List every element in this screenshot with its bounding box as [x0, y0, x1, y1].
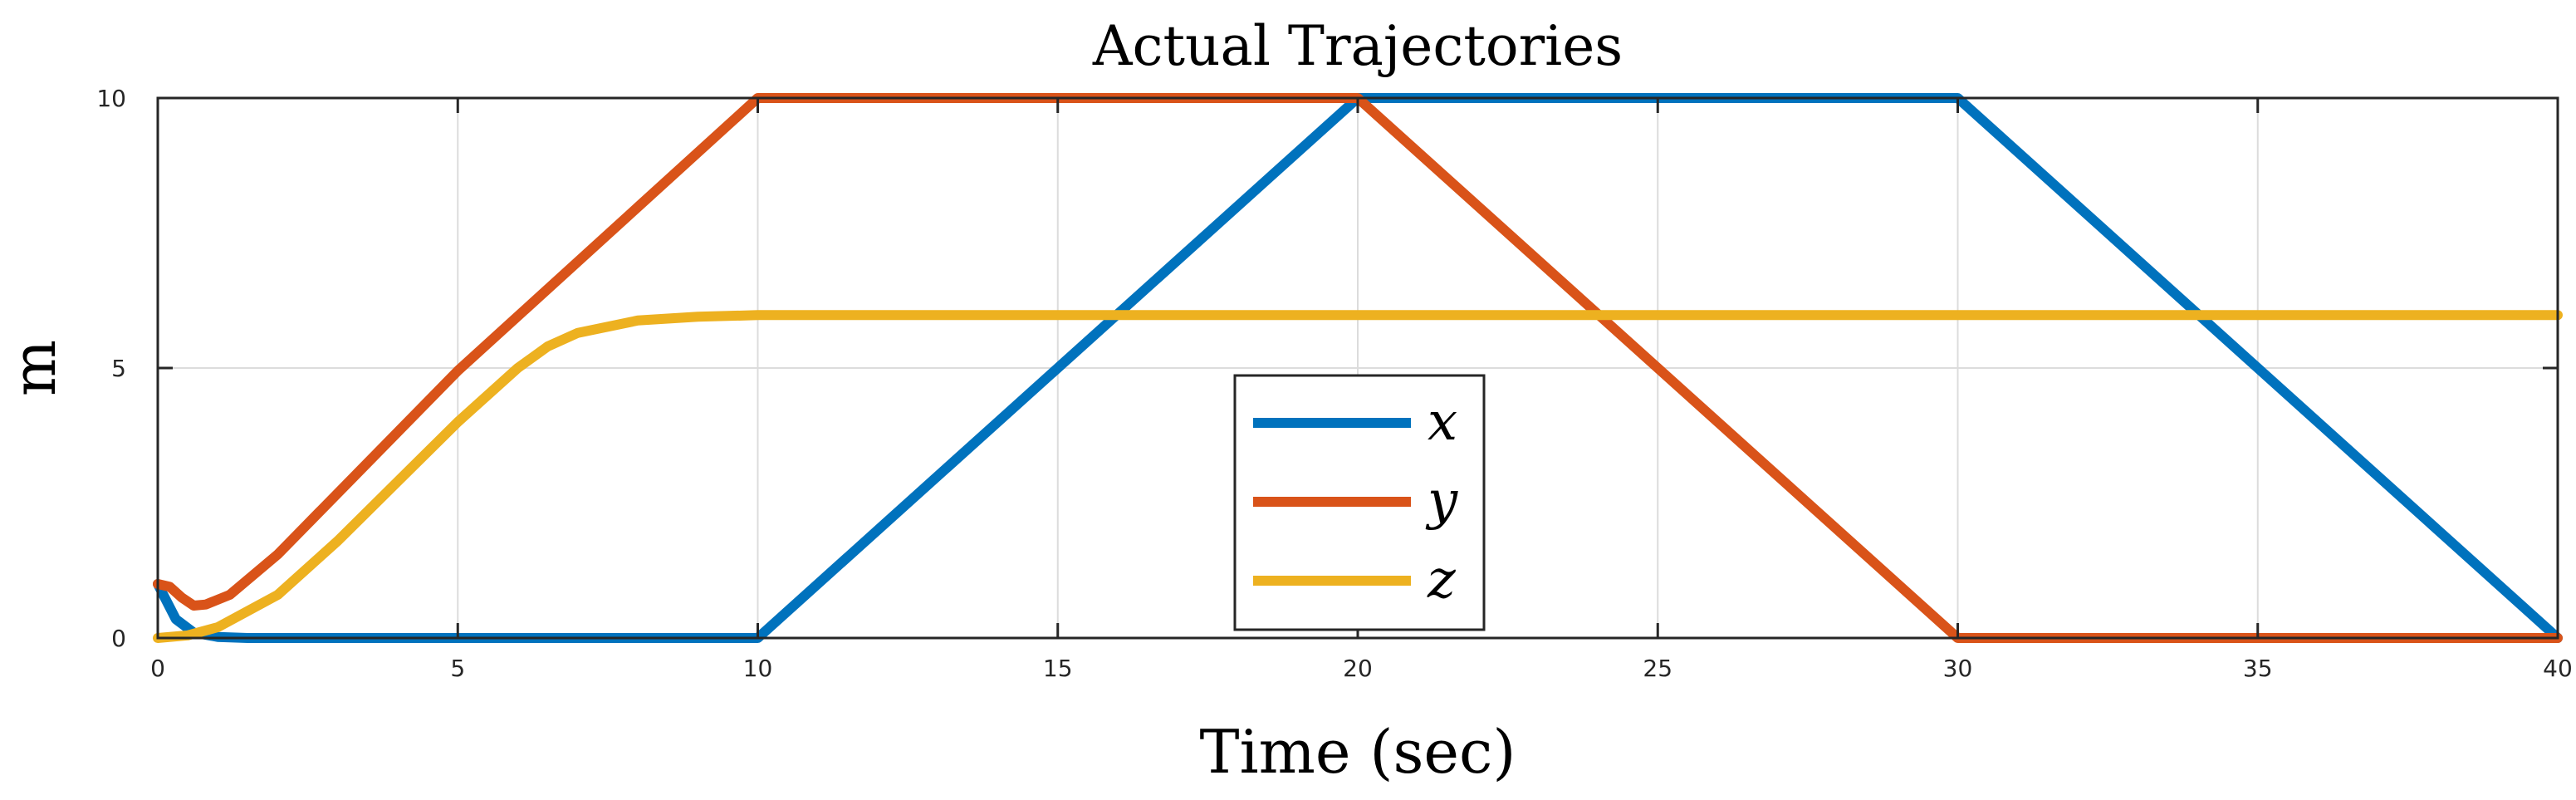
series-line-y — [153, 93, 2563, 643]
x-tick-label: 15 — [1043, 655, 1073, 682]
tick-labels: 0 5 10 15 20 25 30 35 40 0 5 10 — [96, 85, 2572, 682]
tick-marks — [156, 96, 2559, 640]
x-tick-label: 20 — [1343, 655, 1373, 682]
y-axis-label: m — [0, 340, 69, 396]
y-tick-label: 5 — [111, 355, 126, 382]
chart-title: Actual Trajectories — [1092, 14, 1623, 78]
y-tick-label: 0 — [111, 625, 126, 652]
x-tick-label: 10 — [743, 655, 773, 682]
series-line-z — [153, 310, 2563, 643]
x-tick-label: 0 — [150, 655, 165, 682]
x-tick-label: 35 — [2243, 655, 2273, 682]
x-tick-label: 5 — [450, 655, 465, 682]
x-axis-label: Time (sec) — [1200, 717, 1516, 787]
x-tick-label: 40 — [2543, 655, 2573, 682]
legend-label-x: x — [1428, 391, 1457, 453]
legend: xyz — [1233, 374, 1486, 631]
x-tick-label: 25 — [1643, 655, 1672, 682]
x-tick-label: 30 — [1943, 655, 1973, 682]
legend-label-y: y — [1425, 470, 1458, 532]
y-tick-label: 10 — [96, 85, 126, 112]
legend-label-z: z — [1427, 549, 1457, 611]
